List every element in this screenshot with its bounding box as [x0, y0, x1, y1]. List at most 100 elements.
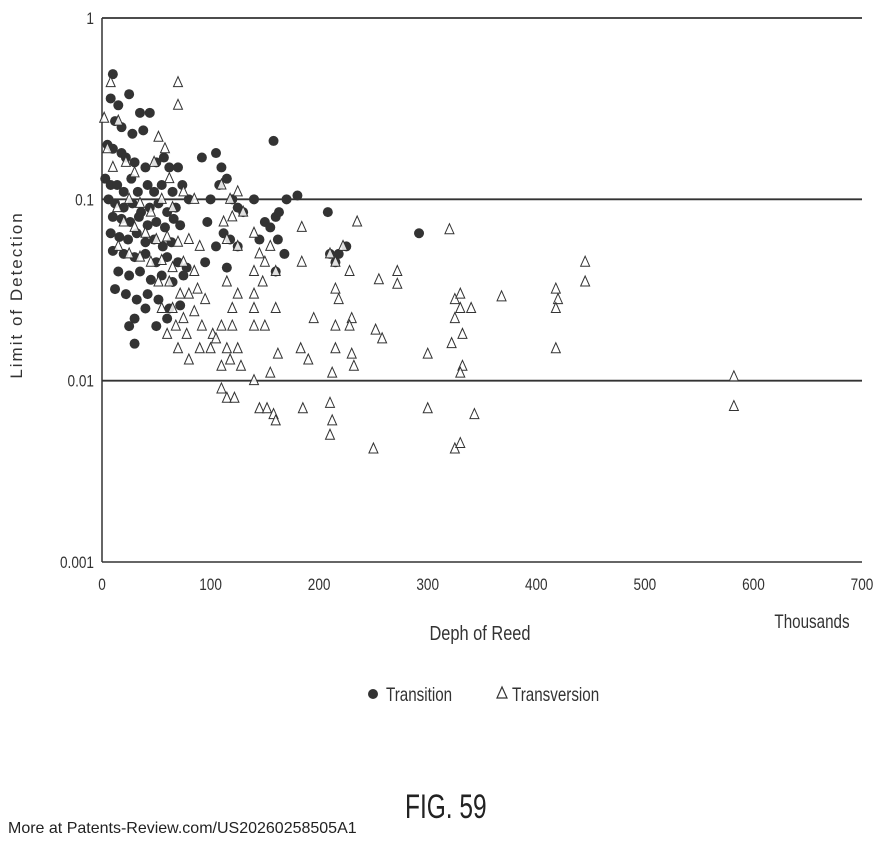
transition-point	[273, 207, 284, 218]
gridlines	[102, 17, 862, 382]
transversion-point	[170, 318, 182, 331]
transversion-point	[134, 196, 146, 208]
transversion-point	[145, 204, 157, 217]
transversion-point	[326, 365, 338, 378]
transversion-point	[221, 391, 233, 403]
transversion-point	[183, 286, 195, 299]
transition-point	[162, 313, 173, 324]
figure-label: FIG. 59	[405, 788, 487, 826]
x-axis-label: Deph of Reed	[429, 621, 530, 644]
transition-point	[120, 289, 131, 300]
transversion-point	[183, 352, 195, 365]
transversion-point	[172, 341, 184, 354]
x-unit-label: Thousands	[774, 610, 849, 632]
transversion-point	[167, 301, 178, 314]
transversion-point	[257, 274, 268, 287]
legend-transition-label: Transition	[386, 683, 452, 705]
y-tick-label: 0.001	[60, 554, 94, 573]
transversion-point	[216, 177, 227, 190]
transversion-point	[153, 130, 164, 142]
transition-point	[113, 100, 124, 111]
transversion-point	[550, 301, 562, 314]
transversion-point	[324, 396, 336, 408]
x-tick-label: 200	[308, 576, 331, 595]
transversion-point	[227, 318, 238, 331]
transversion-point	[373, 272, 385, 285]
transversion-point	[178, 254, 189, 267]
transversion-point	[145, 254, 157, 267]
transition-point	[142, 220, 153, 231]
y-tick-label: 0.01	[68, 372, 94, 391]
legend-transversion-marker	[496, 685, 508, 699]
transversion-point	[174, 286, 186, 299]
transition-point	[211, 241, 221, 252]
transversion-point	[229, 391, 240, 403]
transversion-point	[248, 373, 260, 386]
transversion-point	[164, 274, 175, 287]
transversion-point	[167, 200, 178, 213]
transition-point	[196, 152, 207, 163]
transversion-point	[248, 301, 260, 314]
transversion-point	[172, 75, 184, 88]
transversion-point	[224, 352, 236, 365]
transition-point	[114, 231, 125, 242]
transition-point	[168, 213, 179, 224]
transversion-point	[324, 428, 336, 440]
transition-point	[118, 186, 129, 197]
transversion-point	[153, 274, 164, 287]
transition-point	[140, 303, 151, 314]
transition-point	[132, 186, 143, 197]
transversion-point	[259, 254, 271, 267]
source-link[interactable]: More at Patents-Review.com/US20260258505…	[8, 820, 357, 837]
transition-point	[205, 194, 216, 205]
transition-point	[107, 211, 118, 222]
transversion-point	[308, 311, 319, 324]
transversion-point	[550, 281, 562, 294]
transversion-point	[232, 239, 243, 251]
transversion-point	[259, 318, 271, 331]
transition-point	[153, 294, 164, 305]
axes	[101, 18, 862, 563]
transversion-point	[237, 204, 249, 217]
legend: Transition Transversion	[368, 683, 599, 705]
transversion-point	[444, 222, 455, 235]
transversion-point	[120, 155, 132, 167]
transition-point	[135, 107, 145, 118]
transition-point	[107, 69, 118, 80]
transversion-point	[156, 192, 167, 204]
transition-point	[138, 125, 149, 136]
transversion-point	[216, 359, 227, 371]
transversion-point	[227, 301, 238, 314]
transversion-point	[303, 352, 314, 365]
transversion-point	[129, 220, 140, 232]
transversion-point	[455, 365, 466, 378]
transversion-point	[455, 286, 466, 299]
transition-point	[123, 234, 134, 245]
transversion-point	[552, 292, 564, 305]
transversion-point	[265, 365, 276, 378]
transversion-point	[183, 232, 195, 245]
transversion-point	[248, 264, 260, 276]
transversion-point	[123, 246, 135, 259]
transversion-point	[579, 274, 591, 287]
transition-point	[249, 194, 259, 205]
transversion-point	[368, 441, 379, 454]
transversion-point	[728, 399, 740, 412]
transversion-point	[348, 359, 360, 371]
transversion-point	[156, 253, 167, 265]
transition-point	[162, 252, 173, 263]
transversion-point	[221, 232, 233, 245]
transversion-point	[98, 111, 110, 123]
transition-point	[140, 237, 151, 248]
transversion-point	[351, 214, 363, 227]
transition-point	[322, 207, 333, 218]
transversion-point	[111, 200, 123, 213]
transition-point	[175, 300, 186, 311]
transition-point	[167, 186, 178, 197]
transition-point	[265, 222, 276, 233]
transition-point	[144, 107, 155, 118]
transversion-point	[296, 254, 308, 267]
transversion-point	[370, 322, 381, 335]
x-tick-label: 0	[98, 576, 106, 595]
